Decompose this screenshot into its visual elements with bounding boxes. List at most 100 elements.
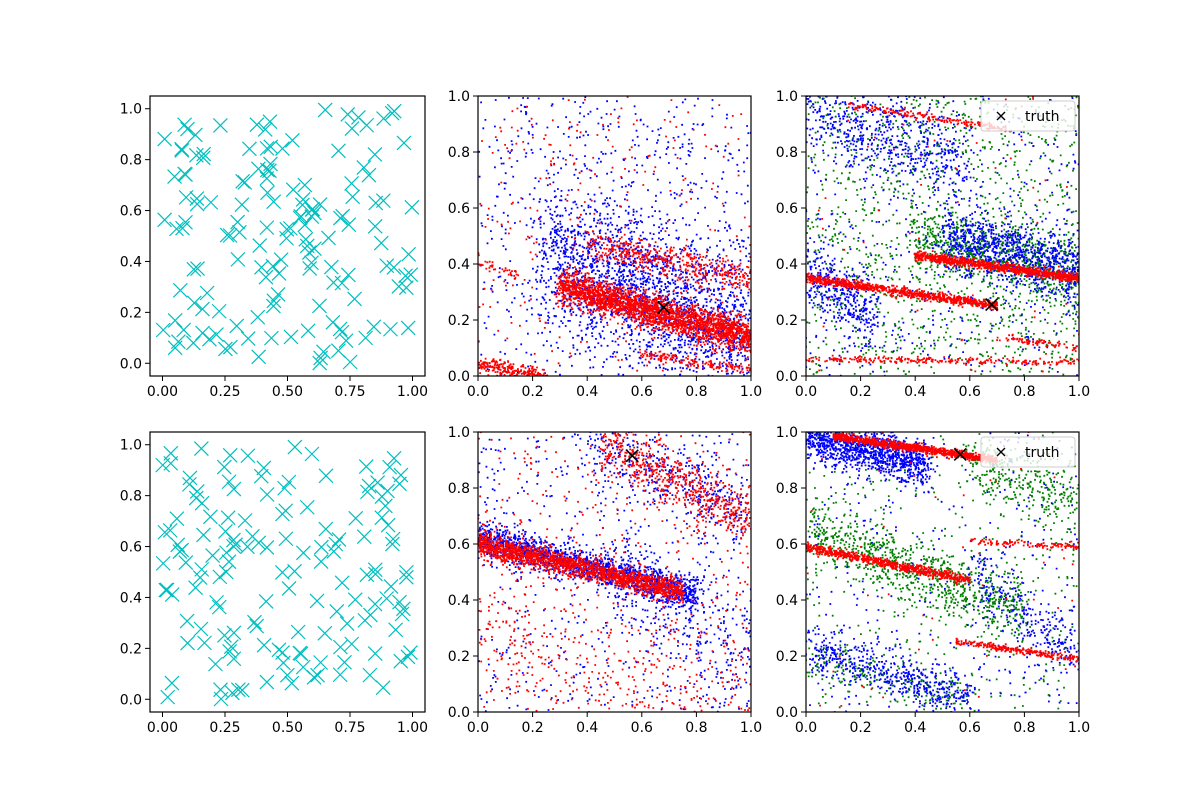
x-tick-label: 0.00 xyxy=(147,720,178,736)
x-tick-label: 0.8 xyxy=(1013,720,1035,736)
sample-marker xyxy=(299,499,315,515)
sample-marker xyxy=(295,545,311,561)
y-tick-label: 0.0 xyxy=(448,369,470,385)
x-tick-label: 1.00 xyxy=(397,720,428,736)
y-tick-label: 0.0 xyxy=(120,692,142,708)
sample-marker xyxy=(178,555,194,571)
sample-marker xyxy=(312,355,328,371)
axes-frame xyxy=(805,95,1080,377)
sample-marker xyxy=(167,312,183,328)
y-tick-label: 0.2 xyxy=(448,649,470,665)
legend-marker-icon xyxy=(996,111,1006,121)
sample-marker xyxy=(341,217,357,233)
sample-marker xyxy=(340,267,356,283)
sample-marker xyxy=(157,212,173,228)
sample-marker xyxy=(249,117,265,133)
sample-marker xyxy=(221,474,237,490)
sample-marker xyxy=(300,323,316,339)
sample-marker xyxy=(222,339,238,355)
sample-marker xyxy=(263,156,278,172)
sample-marker xyxy=(317,625,333,641)
x-tick-label: 0.2 xyxy=(849,720,871,736)
sample-marker xyxy=(385,531,401,547)
x-tick-label: 0.0 xyxy=(795,720,817,736)
sample-marker xyxy=(194,561,210,577)
sample-marker xyxy=(313,350,329,366)
legend: truth xyxy=(980,100,1076,132)
sample-marker xyxy=(331,532,347,548)
sample-marker xyxy=(229,318,245,334)
sample-marker xyxy=(180,635,195,651)
sample-marker xyxy=(230,214,246,230)
sample-marker xyxy=(398,564,414,580)
sample-marker xyxy=(174,143,190,158)
sample-marker xyxy=(386,103,402,119)
sample-marker xyxy=(172,282,188,298)
y-tick-label: 1.0 xyxy=(120,102,142,118)
sample-marker xyxy=(187,127,203,143)
sample-marker xyxy=(174,141,190,157)
sample-marker xyxy=(313,655,329,670)
sample-marker xyxy=(344,636,360,652)
sample-marker xyxy=(270,287,286,302)
legend-box xyxy=(980,436,1076,468)
axes-frame xyxy=(477,95,752,377)
sample-marker xyxy=(202,509,218,525)
sample-marker xyxy=(157,131,173,147)
x-tick-label: 1.0 xyxy=(1068,384,1090,400)
sample-marker xyxy=(398,268,413,284)
sample-marker xyxy=(326,543,342,559)
plot-area xyxy=(155,102,420,371)
sample-marker xyxy=(230,251,246,267)
sample-marker xyxy=(294,197,310,213)
axes-frame xyxy=(805,431,1080,713)
sample-marker xyxy=(208,656,223,672)
x-tick-label: 0.75 xyxy=(334,384,365,400)
sample-marker xyxy=(155,322,171,338)
sample-marker xyxy=(292,645,308,661)
y-tick-label: 1.0 xyxy=(776,425,798,441)
sample-marker xyxy=(334,575,350,591)
sample-marker xyxy=(217,627,232,643)
sample-marker xyxy=(162,522,178,538)
sample-marker xyxy=(366,319,382,335)
sample-marker xyxy=(234,682,250,698)
x-tick-label: 0.0 xyxy=(467,384,489,400)
sample-marker xyxy=(334,324,350,340)
y-tick-label: 0.2 xyxy=(120,305,142,321)
sample-marker xyxy=(234,197,250,213)
sample-marker xyxy=(306,669,322,685)
x-tick-label: 0.4 xyxy=(576,720,598,736)
sample-marker xyxy=(331,343,346,359)
plot-area xyxy=(806,96,1079,376)
panel-top-left: 0.00 0.25 0.50 0.75 1.00 0.0 0.2 0.4 0.6 0.8 1.0 xyxy=(120,95,428,400)
y-tick-label: 0.2 xyxy=(776,313,798,329)
sample-marker xyxy=(216,459,232,475)
sample-marker xyxy=(157,524,173,540)
sample-marker xyxy=(259,540,275,555)
panel-bottom-left: 0.00 0.25 0.50 0.75 1.00 0.0 0.2 0.4 0.6 0.8 1.0 xyxy=(120,431,428,736)
sample-marker xyxy=(189,196,205,212)
sample-marker xyxy=(384,536,400,552)
sample-marker xyxy=(380,517,396,533)
sample-marker xyxy=(186,295,202,311)
sample-marker xyxy=(281,580,297,596)
sample-marker xyxy=(304,209,320,224)
sample-marker xyxy=(337,654,352,670)
panel-bottom-right: 0.0 0.2 0.4 0.6 0.8 1.0 0.0 0.2 0.4 0.6 0.8 1.0 trut… xyxy=(776,425,1090,736)
sample-marker xyxy=(271,642,287,658)
sample-marker xyxy=(273,252,289,268)
sample-marker xyxy=(373,235,389,251)
x-tick-label: 1.0 xyxy=(1068,720,1090,736)
x-tick-label: 0.8 xyxy=(685,720,707,736)
sample-marker xyxy=(332,321,348,337)
sample-marker xyxy=(232,224,247,240)
legend-marker-icon xyxy=(996,447,1006,457)
sample-marker xyxy=(321,230,336,246)
sample-marker xyxy=(172,544,188,559)
y-tick-label: 0.6 xyxy=(120,204,142,220)
sample-marker xyxy=(338,333,354,349)
plot-area xyxy=(478,96,751,376)
x-tick-label: 0.4 xyxy=(576,384,598,400)
